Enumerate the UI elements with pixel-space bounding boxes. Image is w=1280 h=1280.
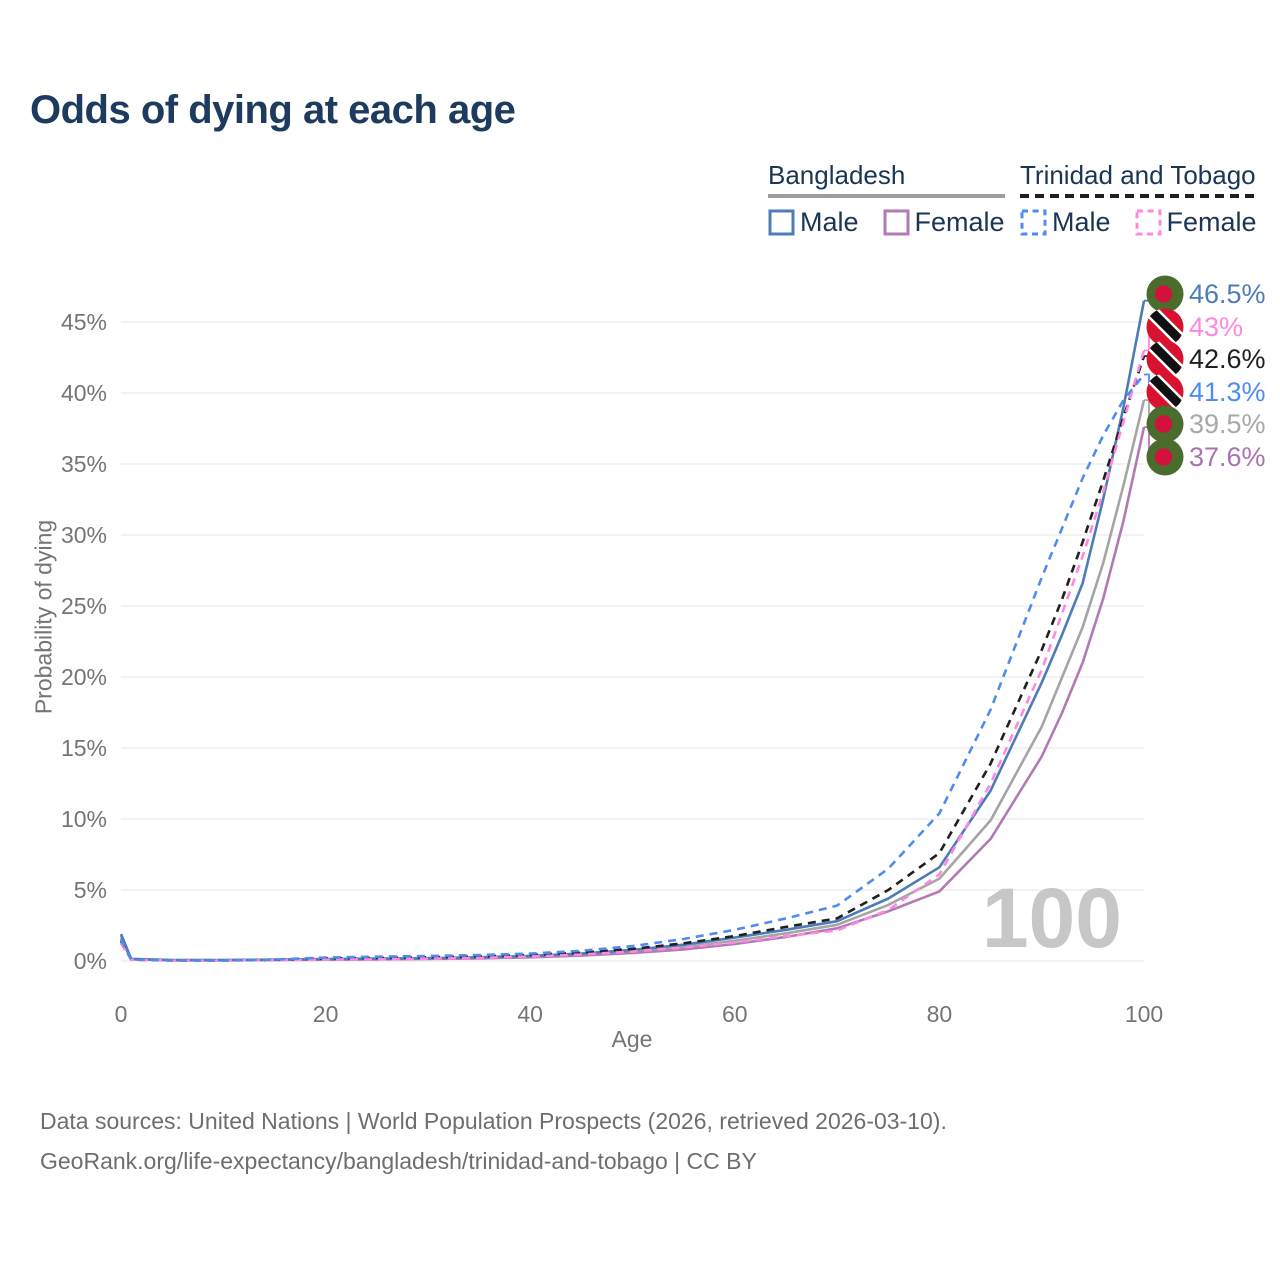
x-tick-100: 100: [1125, 1001, 1163, 1027]
end-label-trinidad-and-tobago-both: 42.6%: [1146, 340, 1266, 378]
footer-license-line: GeoRank.org/life-expectancy/bangladesh/t…: [40, 1148, 757, 1174]
line-bangladesh-male[interactable]: [119, 300, 1146, 962]
end-label-value: 37.6%: [1189, 442, 1266, 472]
y-tick-35%: 35%: [61, 451, 107, 477]
bangladesh-flag-icon: [1146, 275, 1184, 313]
legend-item-label: Female: [914, 207, 1005, 237]
legend-item-bangladesh-female[interactable]: Female: [883, 207, 1005, 238]
end-label-value: 43%: [1189, 312, 1244, 342]
y-tick-15%: 15%: [61, 735, 107, 761]
page-title: Odds of dying at each age: [30, 88, 516, 132]
legend-item-label: Male: [800, 207, 859, 237]
x-axis-title: Age: [611, 1026, 653, 1052]
end-label-value: 39.5%: [1189, 409, 1266, 439]
legend-swatch-icon: [883, 209, 910, 236]
x-tick-80: 80: [927, 1001, 953, 1027]
legend-swatch-icon: [1135, 209, 1162, 236]
end-label-trinidad-and-tobago-female: 43%: [1146, 308, 1243, 346]
end-label-value: 41.3%: [1189, 377, 1266, 407]
end-label-bangladesh-male: 46.5%: [1146, 275, 1266, 313]
plot-area[interactable]: [121, 290, 1144, 961]
y-tick-5%: 5%: [74, 877, 107, 903]
end-label-value: 46.5%: [1189, 279, 1266, 309]
trinidad-and-tobago-flag-icon: [1146, 340, 1184, 378]
legend-swatch-icon: [1020, 209, 1047, 236]
line-trinidad-and-tobago-both[interactable]: [119, 355, 1146, 962]
trinidad-and-tobago-flag-icon: [1146, 308, 1184, 346]
end-label-bangladesh-both: 39.5%: [1146, 405, 1266, 443]
y-tick-40%: 40%: [61, 380, 107, 406]
end-label-bangladesh-female: 37.6%: [1146, 438, 1266, 476]
legend-underline-dashed: [1020, 194, 1257, 198]
footer-source-line: Data sources: United Nations | World Pop…: [40, 1108, 947, 1134]
legend-item-trinidad-and-tobago-female[interactable]: Female: [1135, 207, 1257, 238]
y-tick-30%: 30%: [61, 522, 107, 548]
y-tick-45%: 45%: [61, 309, 107, 335]
legend-group-title: Bangladesh: [768, 160, 906, 190]
y-tick-0%: 0%: [74, 948, 107, 974]
bangladesh-flag-icon: [1146, 405, 1184, 443]
y-axis-title: Probability of dying: [30, 519, 57, 715]
legend-item-bangladesh-male[interactable]: Male: [768, 207, 859, 238]
legend-group-trinidad-and-tobago: Trinidad and Tobago Male Female: [1020, 160, 1257, 238]
x-tick-0: 0: [115, 1001, 128, 1027]
age-cursor-watermark: 100: [981, 871, 1122, 965]
x-tick-20: 20: [313, 1001, 339, 1027]
legend-group-title: Trinidad and Tobago: [1020, 160, 1256, 190]
trinidad-and-tobago-flag-icon: [1146, 373, 1184, 411]
legend-item-label: Female: [1166, 207, 1257, 237]
legend-item-label: Male: [1052, 207, 1111, 237]
end-label-value: 42.6%: [1189, 344, 1266, 374]
legend-swatch-icon: [768, 209, 795, 236]
y-tick-20%: 20%: [61, 664, 107, 690]
x-tick-60: 60: [722, 1001, 748, 1027]
y-tick-25%: 25%: [61, 593, 107, 619]
legend-underline-solid: [768, 194, 1005, 198]
y-tick-10%: 10%: [61, 806, 107, 832]
bangladesh-flag-icon: [1146, 438, 1184, 476]
legend-item-trinidad-and-tobago-male[interactable]: Male: [1020, 207, 1111, 238]
legend-group-bangladesh: Bangladesh Male Female: [768, 160, 1005, 238]
line-trinidad-and-tobago-male[interactable]: [119, 373, 1146, 962]
end-label-trinidad-and-tobago-male: 41.3%: [1146, 373, 1266, 411]
x-tick-40: 40: [517, 1001, 543, 1027]
